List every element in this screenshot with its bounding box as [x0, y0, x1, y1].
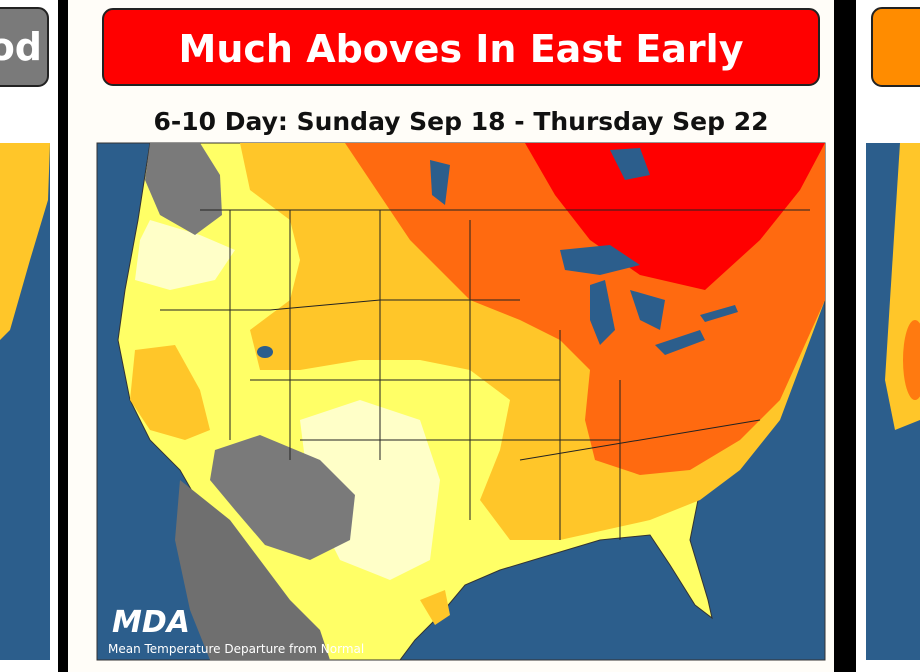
- main-header-text: Much Aboves In East Early: [179, 27, 744, 71]
- left-header: [0, 7, 49, 87]
- zone-below: [210, 435, 355, 560]
- zone-near-normal: [135, 220, 235, 290]
- right-card[interactable]: [866, 7, 920, 660]
- map: MDA Mean Temperature Departure from Norm…: [96, 142, 826, 661]
- left-map-land: [0, 143, 50, 340]
- zone-extreme: [525, 143, 825, 290]
- map-caption: Mean Temperature Departure from Normal: [108, 642, 364, 656]
- lake: [430, 160, 450, 205]
- lake: [700, 305, 738, 322]
- lake: [630, 290, 665, 330]
- lake: [655, 330, 705, 355]
- map-logo: MDA: [112, 605, 190, 640]
- zone-below: [145, 143, 222, 235]
- zone-above: [420, 590, 450, 625]
- zone-above: [130, 345, 210, 440]
- lake: [560, 245, 640, 275]
- lake: [610, 148, 650, 180]
- main-header: [102, 8, 820, 86]
- separator: [834, 0, 856, 672]
- left-header-text: od: [0, 25, 42, 69]
- main-card: Much Aboves In East Early 6-10 Day: Sund…: [96, 8, 826, 661]
- left-card[interactable]: od: [0, 7, 50, 660]
- borders: [160, 209, 810, 540]
- mexico: [175, 480, 330, 660]
- main-subtitle: 6-10 Day: Sunday Sep 18 - Thursday Sep 2…: [153, 107, 768, 136]
- right-header: [871, 7, 920, 87]
- right-map-zone: [903, 320, 920, 400]
- lake: [590, 280, 615, 345]
- separator: [58, 0, 68, 672]
- lake: [257, 346, 273, 358]
